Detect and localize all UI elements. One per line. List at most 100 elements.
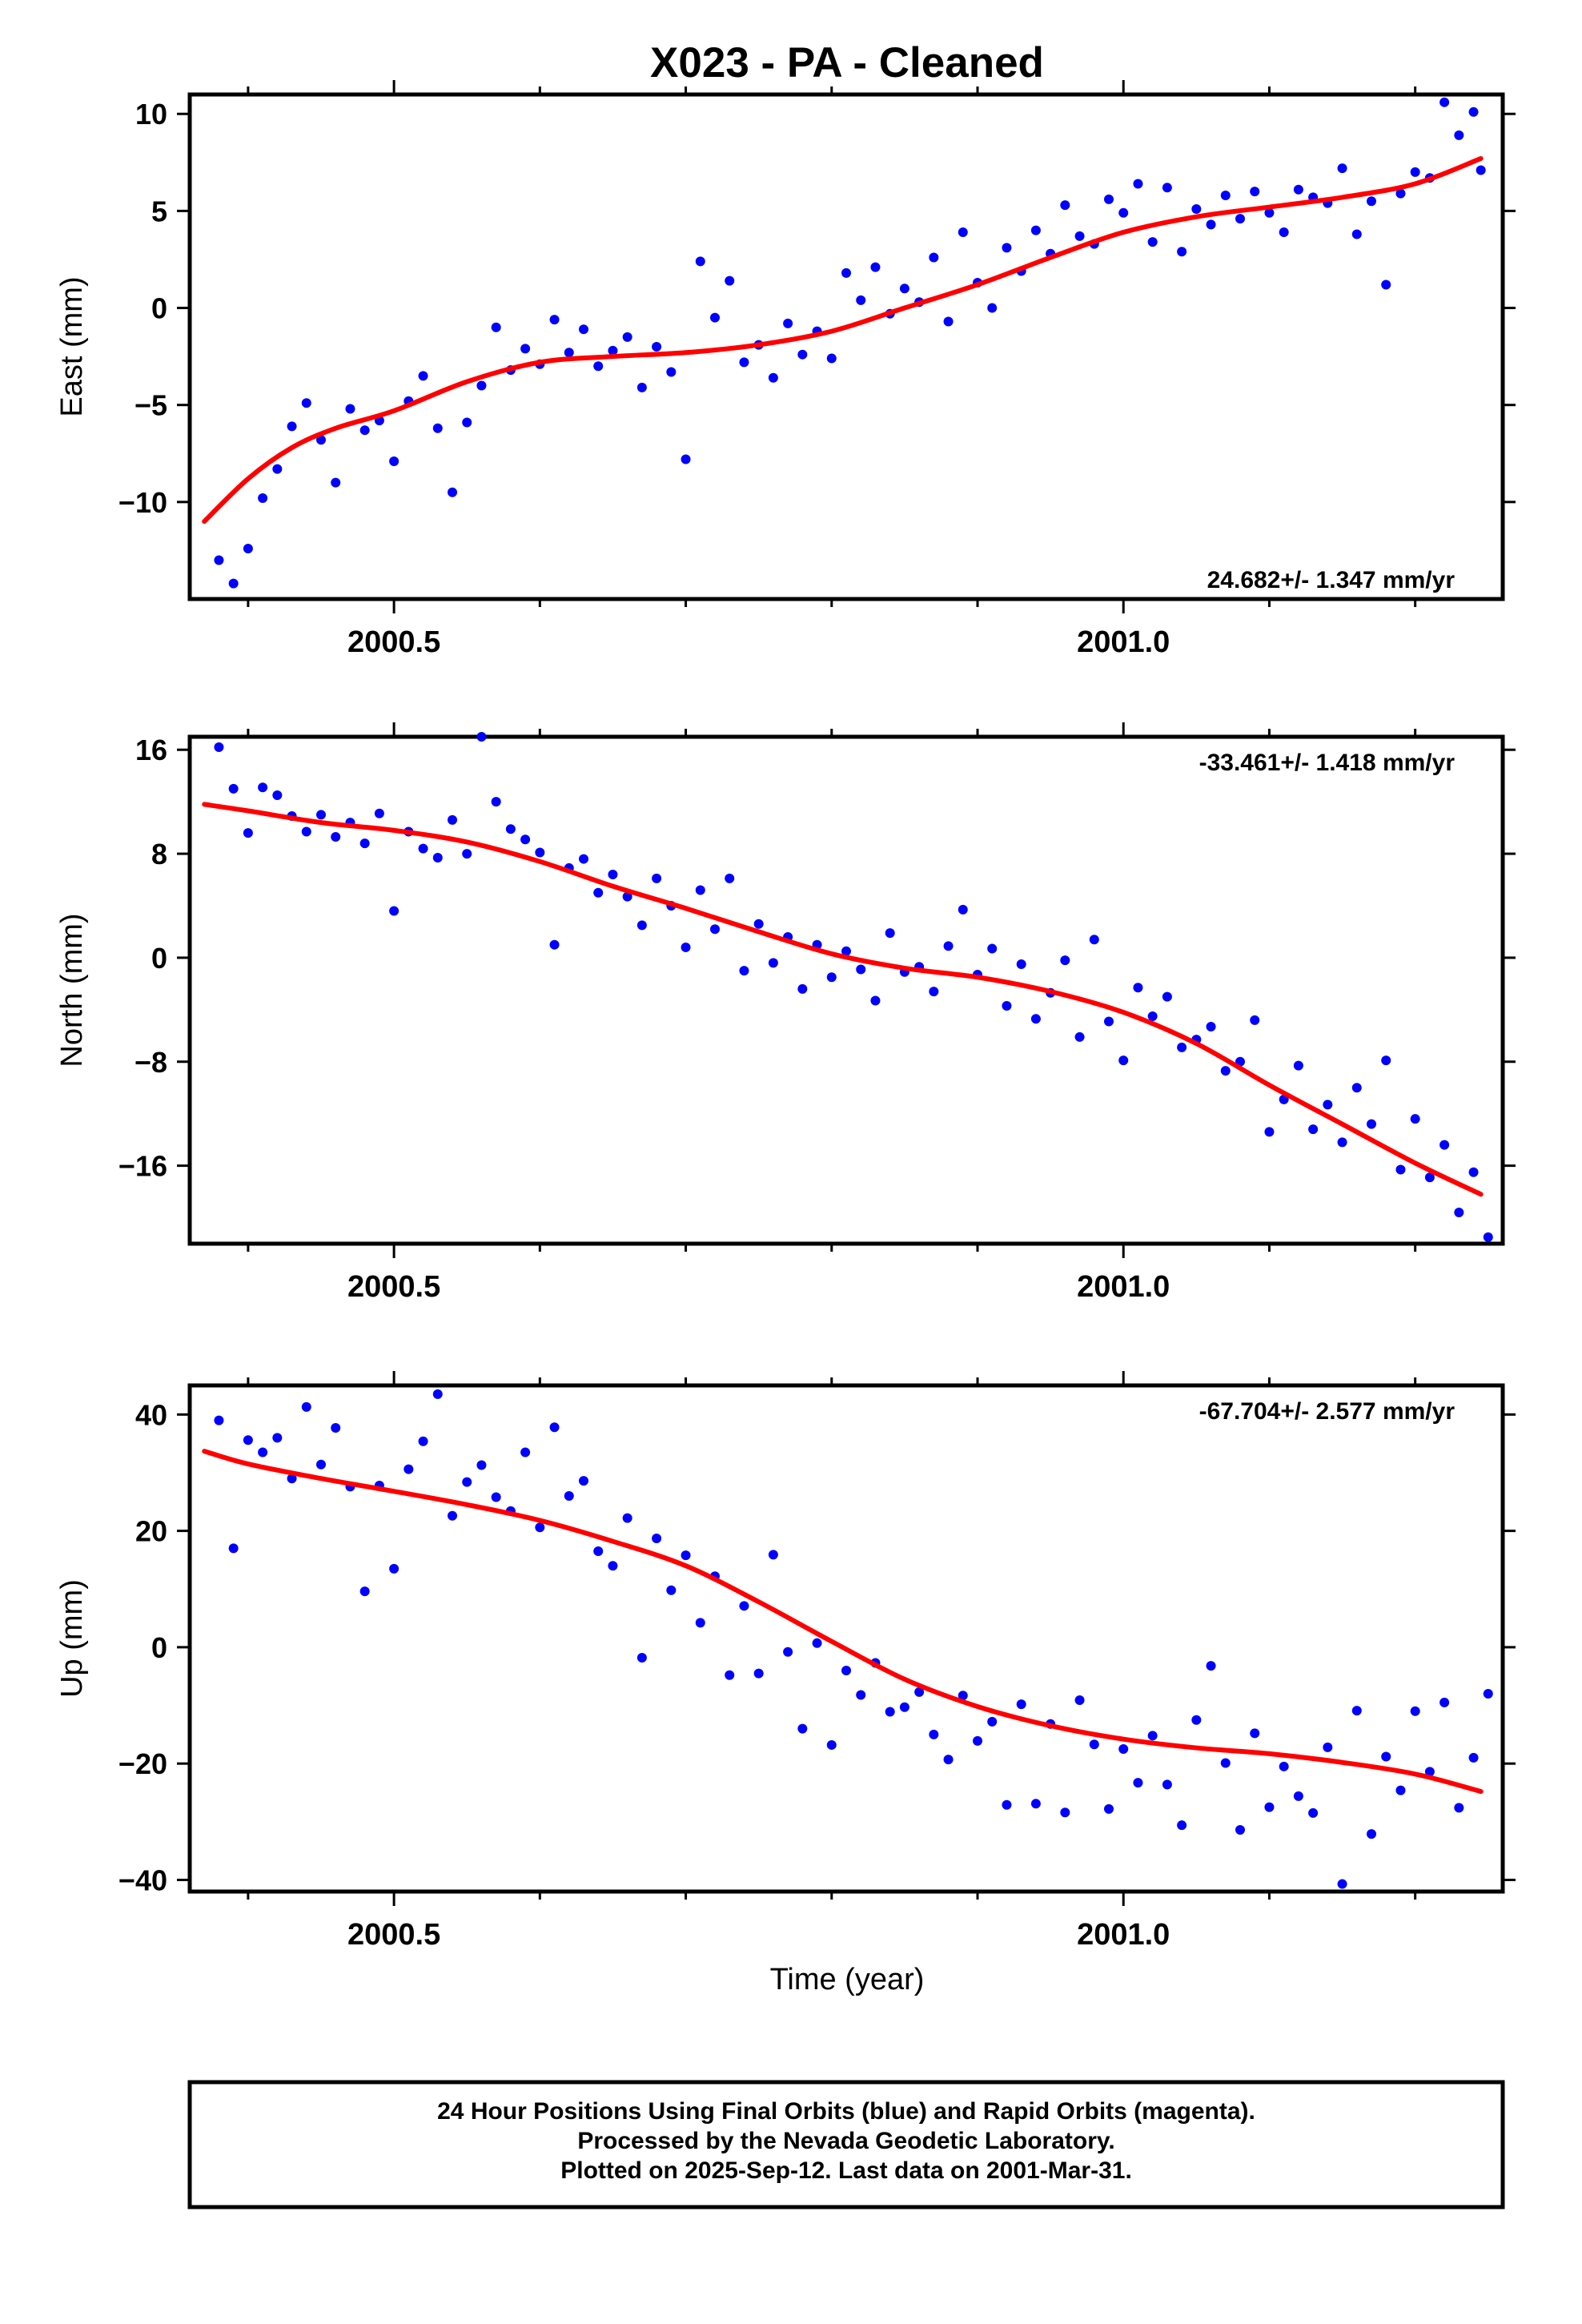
data-point xyxy=(826,972,837,983)
data-point xyxy=(753,919,764,929)
data-point xyxy=(579,854,588,864)
data-point xyxy=(331,831,341,842)
data-point xyxy=(462,849,472,859)
rate-label: 24.682+/- 1.347 mm/yr xyxy=(1207,567,1456,593)
data-point xyxy=(1177,1042,1187,1052)
data-point xyxy=(593,1546,604,1557)
data-point xyxy=(783,318,793,328)
data-point xyxy=(564,1491,574,1502)
y-tick-label: 16 xyxy=(135,734,167,766)
data-point xyxy=(1220,1066,1231,1076)
data-point xyxy=(1030,1799,1041,1809)
data-point xyxy=(1323,1742,1333,1752)
data-point xyxy=(549,1422,560,1433)
y-tick-label: −16 xyxy=(118,1150,167,1183)
data-point xyxy=(272,790,283,801)
data-point xyxy=(214,1415,224,1425)
footer-line-3: Plotted on 2025-Sep-12. Last data on 200… xyxy=(560,2157,1132,2184)
data-point xyxy=(359,1586,370,1597)
data-point xyxy=(1118,207,1129,218)
data-point xyxy=(1060,200,1070,211)
data-point xyxy=(1074,1695,1085,1706)
data-point xyxy=(579,324,588,335)
data-point xyxy=(652,342,662,352)
data-point xyxy=(856,1690,866,1700)
data-point xyxy=(287,1474,297,1484)
data-point xyxy=(841,267,851,278)
data-point xyxy=(695,256,705,267)
data-point xyxy=(1030,1014,1041,1024)
data-point xyxy=(1104,194,1114,204)
data-point xyxy=(1235,1824,1245,1835)
data-point xyxy=(725,1670,735,1680)
data-point xyxy=(1323,1100,1333,1110)
data-point xyxy=(1439,1140,1450,1150)
data-point xyxy=(973,1735,982,1746)
data-point xyxy=(389,906,400,916)
y-tick-label: 0 xyxy=(151,1631,167,1664)
data-point xyxy=(753,1668,764,1679)
data-point xyxy=(258,782,268,793)
data-point xyxy=(1147,1731,1158,1741)
data-point xyxy=(681,454,691,464)
data-point xyxy=(1074,231,1085,241)
data-point xyxy=(929,987,939,997)
y-axis-label: East (mm) xyxy=(55,276,89,416)
data-point xyxy=(1395,1164,1406,1175)
data-point xyxy=(462,417,472,428)
data-point xyxy=(1060,1807,1070,1818)
data-point xyxy=(1191,1715,1202,1725)
data-point xyxy=(1177,247,1187,257)
data-point xyxy=(243,544,253,553)
data-point xyxy=(739,1601,749,1611)
data-point xyxy=(1264,207,1275,218)
data-point xyxy=(418,843,428,854)
data-point xyxy=(739,966,749,976)
data-point xyxy=(1454,1208,1464,1218)
data-point xyxy=(1133,983,1143,993)
data-point xyxy=(885,1707,895,1717)
data-point xyxy=(914,1687,925,1697)
data-point xyxy=(899,1702,909,1712)
data-point xyxy=(301,826,311,837)
data-point xyxy=(520,1447,531,1458)
data-point xyxy=(1476,165,1486,175)
data-point xyxy=(331,1423,341,1433)
data-point xyxy=(1016,959,1026,970)
data-point xyxy=(681,1550,691,1561)
data-point xyxy=(636,920,647,931)
data-point xyxy=(258,1447,268,1458)
data-point xyxy=(228,783,239,794)
data-point xyxy=(1002,243,1012,253)
data-point xyxy=(258,493,268,503)
data-point xyxy=(491,797,501,807)
data-point xyxy=(1468,107,1479,117)
data-point xyxy=(1264,1802,1275,1812)
data-point xyxy=(1337,1137,1347,1148)
data-point xyxy=(1147,1011,1158,1021)
data-point xyxy=(1381,1751,1391,1762)
data-point xyxy=(404,1464,414,1474)
data-point xyxy=(1206,1021,1216,1031)
x-tick-label: 2000.5 xyxy=(347,625,440,659)
north-panel: 16 8 0 −8 −16 2000.5 2001.0 North (mm) -33.461+/… xyxy=(55,722,1516,1304)
data-point xyxy=(1220,191,1231,200)
data-point xyxy=(272,464,283,474)
data-point xyxy=(1030,225,1041,235)
data-point xyxy=(316,435,326,445)
data-point xyxy=(622,1513,632,1523)
data-point xyxy=(535,1522,545,1533)
data-point xyxy=(1250,1728,1260,1739)
data-point xyxy=(622,891,632,902)
data-point xyxy=(958,904,968,915)
data-point xyxy=(1279,227,1289,238)
data-point xyxy=(622,332,632,342)
fit-line xyxy=(202,1449,1484,1795)
data-point xyxy=(943,941,954,951)
data-point xyxy=(1206,1661,1216,1671)
data-point xyxy=(389,1563,400,1574)
chart-title: X023 - PA - Cleaned xyxy=(650,39,1044,86)
data-point xyxy=(929,1729,939,1739)
data-point xyxy=(564,348,574,358)
